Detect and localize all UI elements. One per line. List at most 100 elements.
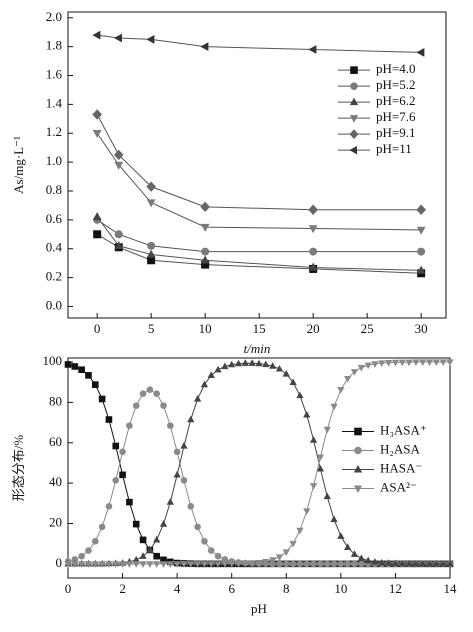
data-point (276, 560, 283, 568)
data-point (416, 204, 426, 215)
data-point (303, 560, 311, 568)
y-tick-label: 20 (49, 514, 62, 529)
data-point (139, 552, 147, 559)
data-point (153, 561, 161, 568)
data-point (132, 520, 140, 528)
data-point (91, 381, 99, 388)
data-point (308, 262, 318, 271)
data-point (78, 561, 86, 568)
data-point (416, 226, 426, 235)
data-point (105, 561, 113, 568)
data-point (146, 545, 154, 553)
data-point (98, 561, 106, 568)
data-point (317, 560, 324, 568)
data-point (112, 442, 120, 450)
data-point (173, 470, 181, 478)
data-point (221, 362, 229, 370)
data-point (146, 181, 156, 192)
data-point (262, 559, 270, 566)
data-point (139, 390, 147, 398)
data-point (228, 360, 236, 368)
y-tick-label: 1.8 (46, 38, 62, 53)
legend-label: pH=6.2 (376, 93, 415, 108)
data-point (221, 556, 229, 563)
data-point (78, 366, 85, 374)
data-point (323, 560, 331, 568)
y-tick-label: 0.4 (46, 240, 63, 255)
data-point (412, 359, 420, 366)
x-tick-label: 5 (148, 321, 155, 336)
data-point (173, 448, 181, 456)
data-point (214, 561, 222, 568)
data-point (146, 561, 154, 568)
data-point (323, 492, 331, 500)
data-point (119, 471, 126, 479)
x-tick-label: 20 (307, 321, 320, 336)
y-axis-title: 形态分布/% (11, 435, 26, 502)
data-point (91, 561, 99, 568)
data-point (153, 535, 161, 543)
series-line (96, 132, 422, 231)
x-tick-label: 30 (415, 321, 428, 336)
data-point (187, 415, 195, 423)
data-point (262, 360, 270, 368)
y-tick-label: 1.0 (46, 153, 62, 168)
legend-marker (354, 446, 362, 455)
data-point (71, 556, 79, 563)
data-point (419, 559, 427, 567)
data-point (344, 560, 351, 568)
series-line (97, 34, 422, 53)
data-point (159, 561, 168, 568)
data-point (289, 540, 297, 548)
data-point (446, 359, 454, 366)
data-point (417, 247, 426, 256)
y-axis-title: As/mg·L⁻¹ (11, 136, 26, 194)
x-tick-label: 6 (228, 581, 235, 596)
data-point (255, 560, 263, 567)
data-point (337, 532, 345, 539)
data-point (113, 33, 122, 43)
data-point (344, 543, 352, 550)
y-tick-label: 60 (49, 434, 62, 449)
data-point (303, 508, 311, 515)
data-point (85, 372, 92, 379)
data-point (419, 359, 427, 366)
data-point (132, 555, 140, 563)
legend-marker (350, 82, 358, 90)
data-point (330, 515, 338, 523)
data-point (173, 561, 181, 568)
data-point (207, 547, 215, 554)
data-point (391, 559, 400, 567)
data-point (241, 560, 249, 568)
data-point (330, 403, 338, 411)
data-point (310, 560, 317, 568)
data-point (64, 561, 72, 568)
y-tick-label: 0.8 (46, 182, 62, 197)
legend-label: pH=9.1 (376, 125, 415, 140)
legend-marker (349, 145, 358, 155)
legend-label: pH=7.6 (376, 109, 416, 124)
data-point (187, 503, 195, 510)
data-point (296, 527, 304, 535)
data-point (425, 559, 434, 567)
series-line (96, 233, 422, 274)
data-point (139, 561, 147, 568)
data-point (289, 378, 297, 386)
data-point (147, 241, 156, 250)
y-tick-label: 0.2 (46, 269, 62, 284)
data-point (200, 561, 209, 568)
data-point (357, 364, 365, 372)
x-tick-label: 8 (283, 581, 290, 596)
data-point (92, 109, 102, 120)
data-point (214, 552, 222, 560)
data-point (234, 561, 243, 568)
data-point (446, 559, 454, 567)
data-point (92, 30, 101, 40)
data-point (200, 201, 210, 213)
data-point (105, 416, 113, 423)
x-tick-label: 10 (334, 581, 347, 596)
y-tick-label: 40 (49, 474, 62, 489)
data-point (398, 359, 406, 367)
data-point (228, 561, 236, 568)
data-point (167, 422, 174, 429)
